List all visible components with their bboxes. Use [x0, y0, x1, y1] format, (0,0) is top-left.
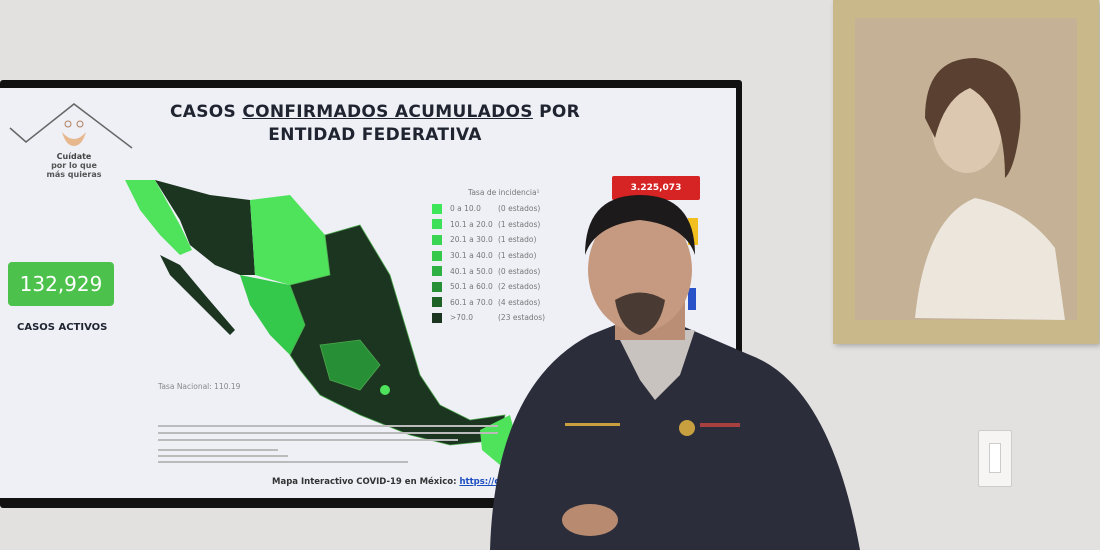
legend-swatch	[432, 219, 442, 230]
total-confirmed-badge: 3.225,073	[612, 176, 700, 200]
light-switch-plate	[978, 430, 1012, 487]
legend-item: 30.1 a 40.0 (1 estado)	[432, 248, 545, 264]
footer-label: Mapa Interactivo COVID-19 en México:	[272, 477, 457, 487]
logo-line2: por lo que	[51, 161, 97, 170]
legend-range: 0 a 10.0	[450, 204, 481, 214]
footnote-line	[158, 455, 288, 457]
footnote-line	[158, 449, 278, 451]
footnote-line	[158, 425, 498, 427]
presenter	[490, 195, 860, 550]
legend-count: (1 estados)	[498, 219, 541, 229]
footnote-line	[158, 432, 498, 434]
title-suffix: POR	[532, 102, 580, 122]
legend-count: (2 estados)	[498, 282, 541, 292]
legend-swatch	[432, 281, 442, 292]
legend-swatch	[432, 234, 442, 245]
slide-title-line1: CASOS CONFIRMADOS ACUMULADOS POR	[140, 102, 610, 122]
legend-range: 40.1 a 50.0	[450, 266, 493, 276]
legend-count: (4 estados)	[498, 297, 541, 307]
legend-range: 30.1 a 40.0	[450, 251, 493, 261]
legend-item: 20.1 a 30.0 (1 estado)	[432, 232, 545, 248]
active-cases-label: CASOS ACTIVOS	[17, 322, 108, 333]
legend-count: (1 estado)	[498, 251, 537, 261]
legend-item: 50.1 a 60.0 (2 estados)	[432, 279, 545, 295]
legend-item: 40.1 a 50.0 (0 estados)	[432, 263, 545, 279]
legend-title: Tasa de incidencia¹	[468, 188, 540, 197]
map-sinaloa	[240, 275, 305, 355]
legend-item: 0 a 10.0 (0 estados)	[432, 201, 545, 217]
footnote-line	[158, 439, 458, 441]
blue-indicator	[688, 288, 696, 310]
title-prefix: CASOS	[170, 102, 243, 122]
portrait-painting	[855, 18, 1077, 320]
legend-swatch	[432, 297, 442, 308]
map-legend: Tasa de incidencia¹ 0 a 10.0 (0 estados) 1…	[432, 188, 545, 326]
footnote-line	[158, 461, 408, 463]
map-central-states	[289, 224, 506, 446]
dark-jacket	[490, 315, 860, 550]
map-sonora	[155, 180, 255, 275]
title-underlined: CONFIRMADOS ACUMULADOS	[242, 102, 533, 122]
legend-range: 20.1 a 30.0	[450, 235, 493, 245]
slide-title-line2: ENTIDAD FEDERATIVA	[268, 125, 482, 145]
map-baja-california	[125, 180, 192, 255]
legend-range: 10.1 a 20.0	[450, 219, 493, 229]
map-baja-sur	[160, 255, 235, 335]
logo-line1: Cuídate	[56, 152, 92, 161]
map-chihuahua	[250, 195, 330, 285]
jacket-embroidery	[700, 423, 740, 427]
legend-item: >70.0 (23 estados)	[432, 310, 545, 326]
legend-swatch	[432, 266, 442, 277]
goatee	[615, 292, 665, 335]
legend-swatch	[432, 250, 442, 261]
active-cases-value: 132,929	[8, 262, 114, 306]
house-hands-icon	[9, 103, 133, 149]
face	[588, 208, 692, 332]
cuidate-logo: Cuídate por lo que más quieras	[6, 100, 136, 180]
mexico-map	[125, 180, 518, 465]
legend-range: 50.1 a 60.0	[450, 282, 493, 292]
map-cdmx	[380, 385, 390, 395]
legend-count: (0 estados)	[498, 266, 541, 276]
yellow-indicator	[688, 218, 698, 245]
logo-line3: más quieras	[46, 170, 102, 179]
light-switch[interactable]	[989, 443, 1001, 473]
jacket-emblem	[679, 420, 695, 436]
map-jalisco-michoacan	[319, 339, 381, 391]
jacket-name-embroidery	[565, 423, 620, 426]
hair	[585, 195, 695, 255]
national-rate: Tasa Nacional: 110.19	[158, 382, 241, 391]
legend-item: 10.1 a 20.0 (1 estados)	[432, 217, 545, 233]
legend-range: >70.0	[450, 313, 473, 323]
legend-count: (0 estados)	[498, 204, 541, 214]
legend-swatch	[432, 203, 442, 214]
legend-count: (23 estados)	[498, 313, 546, 323]
hand	[562, 504, 618, 536]
legend-count: (1 estado)	[498, 235, 537, 245]
legend-range: 60.1 a 70.0	[450, 297, 493, 307]
plaid-shirt	[615, 330, 695, 400]
legend-swatch	[432, 312, 442, 323]
legend-item: 60.1 a 70.0 (4 estados)	[432, 295, 545, 311]
